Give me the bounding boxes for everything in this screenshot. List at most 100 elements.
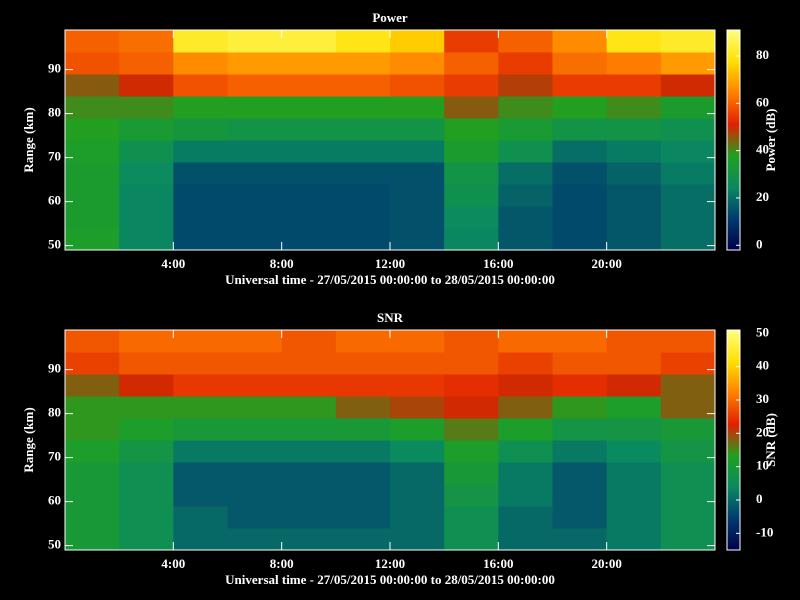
heatmap-cell [227,74,283,97]
heatmap-cell [660,162,716,185]
colorbar-tick-label: 30 [756,391,769,406]
x-axis-label: Universal time - 27/05/2015 00:00:00 to … [225,272,555,287]
heatmap-cell [606,330,662,353]
heatmap-cell [227,228,283,251]
heatmap-cell [552,396,608,419]
heatmap-cell [335,440,391,463]
heatmap-cell [173,30,228,53]
heatmap-cell [552,30,608,53]
heatmap-cell [498,396,553,419]
heatmap-cell [498,374,553,397]
heatmap-cell [335,396,391,419]
heatmap-cell [335,118,391,141]
heatmap-cell [444,506,499,529]
y-tick-label: 70 [48,149,61,164]
heatmap-cell [281,206,337,229]
heatmap-cell [552,74,608,97]
heatmap-cell [335,206,391,229]
heatmap-cell [552,484,608,507]
heatmap-cell [173,484,228,507]
heatmap-cell [335,52,391,75]
heatmap-cell [606,484,662,507]
heatmap-cell [227,396,283,419]
heatmap-cell [281,52,337,75]
heatmap-cell [444,228,499,251]
heatmap-cell [335,462,391,485]
heatmap-cell [390,440,445,463]
heatmap-cell [390,162,445,185]
heatmap-cell [390,140,445,163]
heatmap-cell [119,418,174,441]
heatmap-cell [444,162,499,185]
heatmap-cell [335,528,391,551]
heatmap-cell [119,506,174,529]
x-tick-label: 8:00 [270,256,294,271]
heatmap-cell [173,440,228,463]
heatmap-cell [498,206,553,229]
heatmap-cell [335,374,391,397]
heatmap-cell [660,96,716,119]
heatmap-cell [65,74,120,97]
colorbar-tick-label: 80 [756,47,769,62]
heatmap-cell [552,418,608,441]
heatmap-cell [281,330,337,353]
heatmap-cell [173,118,228,141]
heatmap-cell [552,52,608,75]
y-tick-label: 70 [48,449,61,464]
heatmap-cell [281,96,337,119]
heatmap-cell [119,118,174,141]
heatmap-cell [498,162,553,185]
heatmap-cell [281,184,337,207]
heatmap-cell [281,228,337,251]
heatmap-cell [65,462,120,485]
heatmap-cell [606,118,662,141]
heatmap-cell [660,184,716,207]
heatmap-cell [281,440,337,463]
heatmap-cell [498,96,553,119]
heatmap-cell [119,206,174,229]
heatmap-cell [390,206,445,229]
heatmap-cell [65,330,120,353]
heatmap-cell [390,396,445,419]
heatmap-cell [552,206,608,229]
heatmap-cell [173,528,228,551]
x-tick-label: 12:00 [375,256,405,271]
heatmap-cell [227,506,283,529]
heatmap-cell [444,418,499,441]
x-tick-label: 4:00 [161,556,185,571]
heatmap-cell [281,162,337,185]
heatmap-cell [65,184,120,207]
heatmap-cell [119,52,174,75]
y-tick-label: 60 [48,193,61,208]
heatmap-cell [444,74,499,97]
heatmap-cell [444,396,499,419]
heatmap-cell [227,184,283,207]
heatmap-cell [65,506,120,529]
heatmap-cell [606,418,662,441]
heatmap-cell [552,118,608,141]
x-tick-label: 12:00 [375,556,405,571]
y-tick-label: 80 [48,405,61,420]
colorbar-tick-label: 40 [756,358,769,373]
heatmap-cell [660,418,716,441]
x-tick-label: 16:00 [483,556,513,571]
chart-title: SNR [377,310,404,325]
heatmap-cell [281,352,337,375]
heatmap-cell [552,162,608,185]
heatmap-cell [119,228,174,251]
heatmap-cell [498,484,553,507]
x-tick-label: 4:00 [161,256,185,271]
heatmap-cell [390,30,445,53]
heatmap-cell [606,352,662,375]
y-tick-label: 90 [48,361,61,376]
heatmap-cell [552,528,608,551]
heatmap-cell [660,330,716,353]
heatmap-cell [119,74,174,97]
heatmap-cell [335,330,391,353]
heatmap-cell [119,484,174,507]
heatmap-cell [227,374,283,397]
heatmap-cell [173,52,228,75]
heatmap-cell [119,330,174,353]
heatmap-cell [444,352,499,375]
